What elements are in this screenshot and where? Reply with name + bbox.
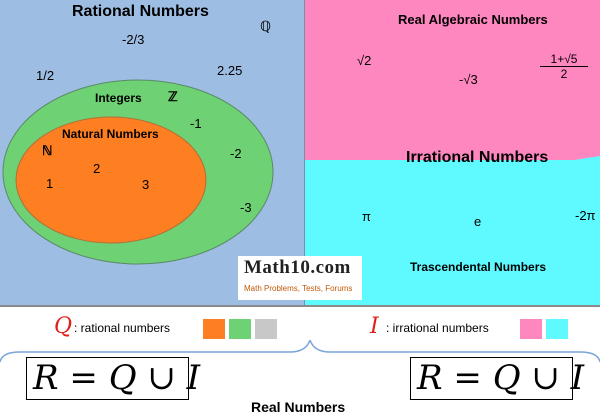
algebraic-example-neg-sqrt-three: -√3: [459, 72, 478, 87]
equation-left-box: R = Q ∪ I: [26, 357, 200, 400]
rational-example-one-half: 1/2: [36, 68, 55, 83]
integer-neg-three: -3: [240, 200, 252, 215]
irrational-numbers-title: Irrational Numbers: [406, 149, 549, 166]
legend-rational-swatch: [255, 319, 277, 339]
real-numbers-label: Real Numbers: [251, 399, 346, 415]
natural-symbol: ℕ: [42, 143, 53, 158]
transcendental-example-e: e: [474, 214, 482, 229]
legend-integers-swatch: [229, 319, 251, 339]
legend-transcendental-swatch: [546, 319, 568, 339]
natural-two: 2: [93, 161, 101, 176]
math10-logo: Math10.com Math Problems, Tests, Forums: [238, 256, 362, 300]
legend-irrational-symbol: I: [370, 314, 379, 339]
transcendental-example-pi: π: [362, 209, 371, 224]
rational-symbol: ℚ: [260, 18, 272, 34]
legend-irrational-text: : irrational numbers: [386, 321, 489, 335]
integer-neg-two: -2: [230, 146, 242, 161]
legend-algebraic-swatch: [520, 319, 542, 339]
rational-example-neg-two-thirds: -2/3: [122, 32, 145, 47]
equation-left: R = Q ∪ I: [33, 358, 201, 398]
equation-right-box: R = Q ∪ I: [410, 357, 584, 400]
rational-numbers-title: Rational Numbers: [72, 3, 209, 20]
transcendental-example-neg-two-pi: -2π: [575, 208, 596, 223]
divider: [0, 305, 600, 307]
legend-natural-swatch: [203, 319, 225, 339]
number-set-ellipses: [2, 79, 274, 265]
integer-neg-one: -1: [190, 116, 202, 131]
algebraic-example-sqrt-two: √2: [357, 53, 372, 68]
real-algebraic-region: [305, 0, 600, 175]
algebraic-example-golden-ratio: 1+√5 2: [540, 52, 588, 81]
legend-rational-symbol: Q: [54, 314, 73, 339]
real-algebraic-title: Real Algebraic Numbers: [398, 12, 548, 27]
legend-rational-text: : rational numbers: [74, 321, 171, 335]
integers-symbol: ℤ: [168, 89, 178, 104]
integers-label: Integers: [95, 91, 142, 105]
equation-right: R = Q ∪ I: [417, 358, 585, 398]
natural-numbers-label: Natural Numbers: [62, 127, 159, 141]
logo-text: Math10.com: [244, 257, 351, 278]
fraction-numerator: 1+√5: [540, 52, 588, 67]
logo-tagline: Math Problems, Tests, Forums: [244, 284, 353, 293]
rational-example-two-point-two-five: 2.25: [217, 63, 243, 78]
fraction-denominator: 2: [560, 67, 568, 81]
natural-numbers-ellipse: [15, 116, 207, 244]
natural-three: 3: [142, 177, 150, 192]
natural-one: 1: [46, 176, 54, 191]
algebraic-boundary-curve: [305, 156, 600, 190]
transcendental-title: Trascendental Numbers: [410, 260, 547, 274]
real-numbers-brace: [0, 340, 600, 363]
